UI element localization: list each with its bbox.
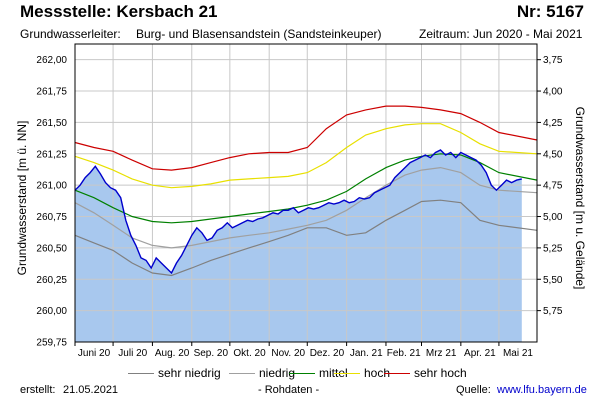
x-tick-label: Dez. 20 [310,348,345,359]
y-right-tick-label: 4,00 [543,87,563,98]
legend-swatch [229,373,255,374]
x-tick-label: Aug. 20 [155,348,190,359]
created-date: 21.05.2021 [63,384,119,396]
y-right-tick-label: 4,75 [543,181,563,192]
y-right-tick-label: 4,25 [543,118,563,129]
source-label: Quelle: [456,384,491,396]
y-right-tick-label: 5,50 [543,275,563,286]
legend-label: sehr niedrig [158,366,221,380]
series-line-niedrig [74,166,538,249]
legend-swatch [128,373,154,374]
legend-label: hoch [364,366,391,380]
x-tick-label: Nov. 20 [271,348,305,359]
aquifer-value: Burg- und Blasensandstein (Sandsteinkeup… [136,27,382,41]
y-axis-title-right: Grundwasserstand [m u. Gelände] [573,107,587,290]
x-tick-label: Mai 21 [503,348,533,359]
source-link[interactable]: www.lfu.bayern.de [497,384,587,396]
y-tick-label: 260,50 [36,243,67,254]
legend-swatch [384,373,410,374]
band-lines [74,105,538,277]
x-tick-label: Juni 20 [78,348,111,359]
y-right-tick-label: 3,75 [543,55,563,66]
plot-frame [74,43,538,343]
station-number: Nr: 5167 [516,2,584,21]
y-right-tick-label: 5,25 [543,243,563,254]
x-tick-label: Feb. 21 [387,348,421,359]
x-tick-label: Mrz 21 [426,348,457,359]
x-tick-label: Sep. 20 [194,348,229,359]
period-label: Zeitraum: Jun 2020 - Mai 2021 [419,27,583,41]
aquifer-label: Grundwasserleiter: [20,27,121,41]
x-tick-label: Juli 20 [118,348,147,359]
series-line-measured [74,149,522,275]
y-tick-label: 260,75 [36,212,67,223]
legend-label: mittel [319,366,348,380]
y-tick-label: 260,00 [36,306,67,317]
series-line-sehr-hoch [74,105,538,171]
x-tick-label: Okt. 20 [233,348,266,359]
y-tick-label: 259,75 [36,338,67,349]
series-line-hoch [74,123,538,189]
legend-label: niedrig [259,366,296,380]
measured-area [75,150,522,342]
created-label: erstellt: [20,384,56,396]
legend-swatch [334,373,360,374]
y-tick-label: 261,00 [36,181,67,192]
plot-background [75,44,537,342]
plot-border [74,43,538,343]
y-tick-label: 261,25 [36,149,67,160]
y-right-tick-label: 4,50 [543,149,563,160]
legend-swatch [289,373,315,374]
y-right-tick-label: 5,75 [543,306,563,317]
y-tick-label: 262,00 [36,55,67,66]
raw-data-note: - Rohdaten - [258,384,320,396]
page-title: Messstelle: Kersbach 21 [20,2,218,21]
y-tick-label: 260,25 [36,275,67,286]
x-tick-label: Jan. 21 [350,348,383,359]
legend-label: sehr hoch [414,366,467,380]
y-tick-label: 261,50 [36,118,67,129]
axes: 259,75 260,00 260,25 260,50 260,75 261,00 261,… [36,55,562,359]
x-tick-label: Apr. 21 [464,348,496,359]
y-tick-label: 261,75 [36,87,67,98]
y-axis-title-left: Grundwasserstand [m ü. NN] [15,121,29,276]
series-line-sehr-niedrig [74,199,538,277]
y-right-tick-label: 5,00 [543,212,563,223]
